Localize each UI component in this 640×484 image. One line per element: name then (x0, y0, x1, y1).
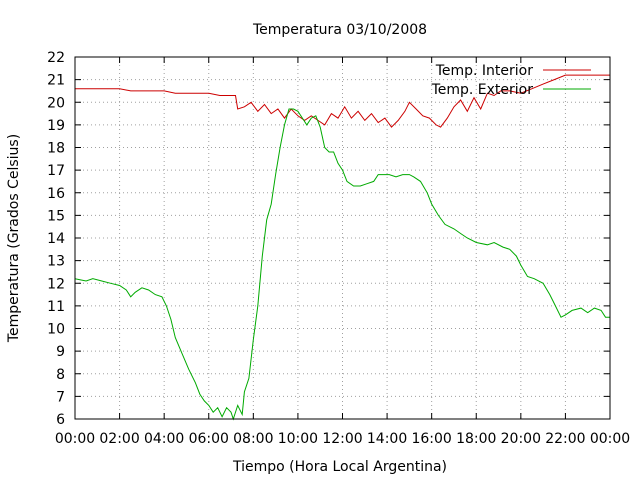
series-layer (74, 74, 610, 421)
y-tick-label: 14 (47, 231, 65, 247)
x-axis-label: Tiempo (Hora Local Argentina) (232, 459, 447, 475)
y-tick-label: 21 (47, 73, 65, 89)
x-tick-label: 12:00 (322, 431, 362, 447)
x-tick-label: 02:00 (99, 431, 139, 447)
x-tick-label: 18:00 (456, 431, 496, 447)
y-tick-label: 20 (47, 95, 65, 111)
x-tick-label: 00:00 (590, 431, 630, 447)
x-tick-label: 00:00 (55, 431, 95, 447)
y-tick-label: 6 (56, 412, 65, 428)
legend-label: Temp. Exterior (431, 82, 534, 98)
y-tick-label: 16 (47, 186, 65, 202)
x-tick-label: 14:00 (367, 431, 407, 447)
y-tick-label: 12 (47, 276, 65, 292)
y-tick-label: 13 (47, 254, 65, 270)
x-tick-label: 10:00 (278, 431, 318, 447)
legend-label: Temp. Interior (435, 63, 534, 79)
y-tick-label: 8 (56, 367, 65, 383)
y-tick-label: 22 (47, 50, 65, 66)
x-tick-label: 20:00 (501, 431, 541, 447)
x-tick-label: 16:00 (411, 431, 451, 447)
chart-title: Temperatura 03/10/2008 (252, 22, 427, 38)
y-axis-label: Temperatura (Grados Celsius) (6, 134, 22, 343)
legend: Temp. Interior Temp. Exterior (431, 63, 591, 98)
y-tick-label: 7 (56, 389, 65, 405)
y-tick-label: 15 (47, 208, 65, 224)
x-tick-label: 04:00 (144, 431, 184, 447)
y-tick-label: 19 (47, 118, 65, 134)
y-tick-label: 10 (47, 322, 65, 338)
x-tick-label: 06:00 (189, 431, 229, 447)
y-tick-label: 18 (47, 141, 65, 157)
series-line-interior (75, 74, 610, 128)
y-tick-label: 9 (56, 344, 65, 360)
y-tick-label: 17 (47, 163, 65, 179)
x-tick-label: 22:00 (545, 431, 585, 447)
grid (75, 57, 610, 419)
x-tick-label: 08:00 (233, 431, 273, 447)
series-line-exterior (74, 108, 610, 421)
y-tick-label: 11 (47, 299, 65, 315)
